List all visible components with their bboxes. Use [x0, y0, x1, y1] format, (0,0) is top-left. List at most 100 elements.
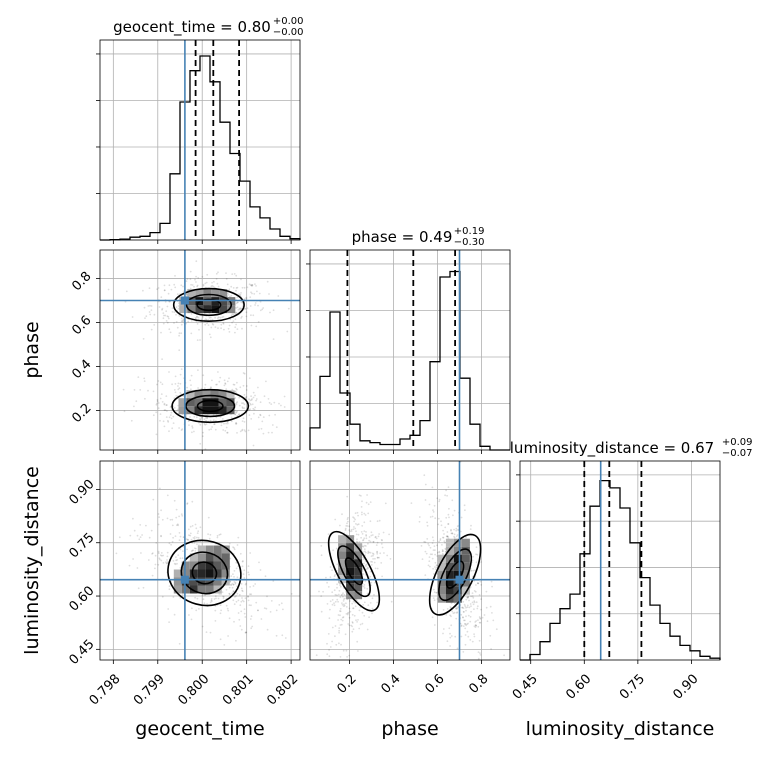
sample-point [348, 525, 351, 528]
density-block [437, 586, 446, 595]
sample-point [196, 284, 199, 287]
sample-point [175, 508, 178, 511]
sample-point [470, 595, 472, 598]
sample-point [454, 635, 457, 638]
sample-point [207, 516, 210, 519]
sample-point [273, 401, 276, 404]
sample-point [215, 597, 217, 600]
sample-point [334, 574, 336, 576]
sample-point [241, 402, 243, 404]
sample-point [163, 284, 166, 287]
sample-point [477, 619, 479, 621]
sample-point [362, 585, 365, 588]
sample-point [221, 418, 224, 420]
sample-point [168, 542, 171, 545]
sample-point [441, 552, 444, 555]
sample-point [219, 638, 222, 641]
density-block [461, 562, 470, 571]
sample-point [381, 575, 383, 578]
sample-point [369, 551, 372, 554]
sample-point [464, 627, 467, 630]
sample-point [354, 605, 357, 608]
sample-point [437, 551, 439, 554]
sample-point [444, 494, 446, 497]
sample-point [157, 523, 160, 526]
sample-point [361, 500, 363, 503]
sample-point [268, 414, 271, 417]
sample-point [267, 398, 270, 400]
sample-point [201, 435, 204, 438]
sample-point [174, 563, 177, 566]
sample-point [155, 403, 158, 406]
sample-point [169, 414, 172, 416]
sample-point [208, 537, 211, 540]
sample-point [361, 511, 363, 514]
sample-point [382, 531, 385, 534]
sample-point [431, 536, 434, 539]
sample-point [187, 528, 190, 531]
sample-point [164, 409, 167, 411]
sample-point [331, 591, 334, 594]
sample-point [433, 624, 436, 626]
sample-point [257, 386, 259, 389]
sample-point [231, 586, 234, 589]
sample-point [339, 607, 342, 610]
sample-point [243, 403, 246, 406]
density-block [189, 585, 198, 594]
sample-point [175, 321, 178, 323]
sample-point [243, 372, 246, 375]
sample-point [340, 618, 343, 621]
sample-point [165, 404, 168, 406]
sample-point [228, 331, 231, 333]
sample-point [254, 583, 257, 585]
sample-point [368, 616, 370, 619]
sample-point [475, 620, 478, 622]
sample-point [363, 530, 366, 532]
sample-point [480, 561, 482, 563]
sample-point [447, 537, 450, 539]
sample-point [214, 428, 217, 431]
sample-point [351, 613, 354, 616]
sample-point [168, 371, 170, 373]
sample-point [264, 575, 267, 578]
sample-point [228, 592, 231, 595]
sample-point [170, 543, 173, 546]
sample-point [246, 286, 249, 289]
sample-point [218, 593, 221, 595]
sample-point [228, 288, 231, 291]
sample-point [491, 612, 493, 614]
sample-point [179, 535, 182, 538]
sample-point [438, 550, 441, 553]
sample-point [175, 313, 177, 316]
sample-point [191, 431, 193, 434]
sample-point [369, 501, 372, 503]
sample-point [234, 318, 237, 321]
sample-point [235, 323, 238, 326]
sample-point [261, 420, 264, 423]
density-block [346, 583, 355, 592]
sample-point [474, 590, 477, 593]
sample-point [336, 583, 338, 586]
sample-point [196, 597, 199, 600]
sample-point [241, 597, 243, 599]
sample-point [426, 538, 429, 540]
x-tick-label-geocent_time: 0.799 [131, 672, 168, 709]
sample-point [341, 619, 344, 622]
sample-point [225, 422, 228, 425]
sample-point [167, 292, 170, 295]
sample-point [233, 570, 236, 572]
sample-point [244, 616, 247, 618]
sample-point [172, 560, 175, 562]
sample-point [210, 326, 213, 329]
sample-point [455, 527, 458, 530]
sample-point [431, 542, 434, 544]
sample-point [443, 533, 445, 535]
sample-point [269, 311, 271, 314]
sample-point [339, 584, 341, 586]
sample-point [196, 285, 199, 288]
sample-point [354, 527, 357, 530]
sample-point [193, 415, 196, 418]
sample-point [424, 574, 427, 576]
sample-point [254, 406, 257, 409]
